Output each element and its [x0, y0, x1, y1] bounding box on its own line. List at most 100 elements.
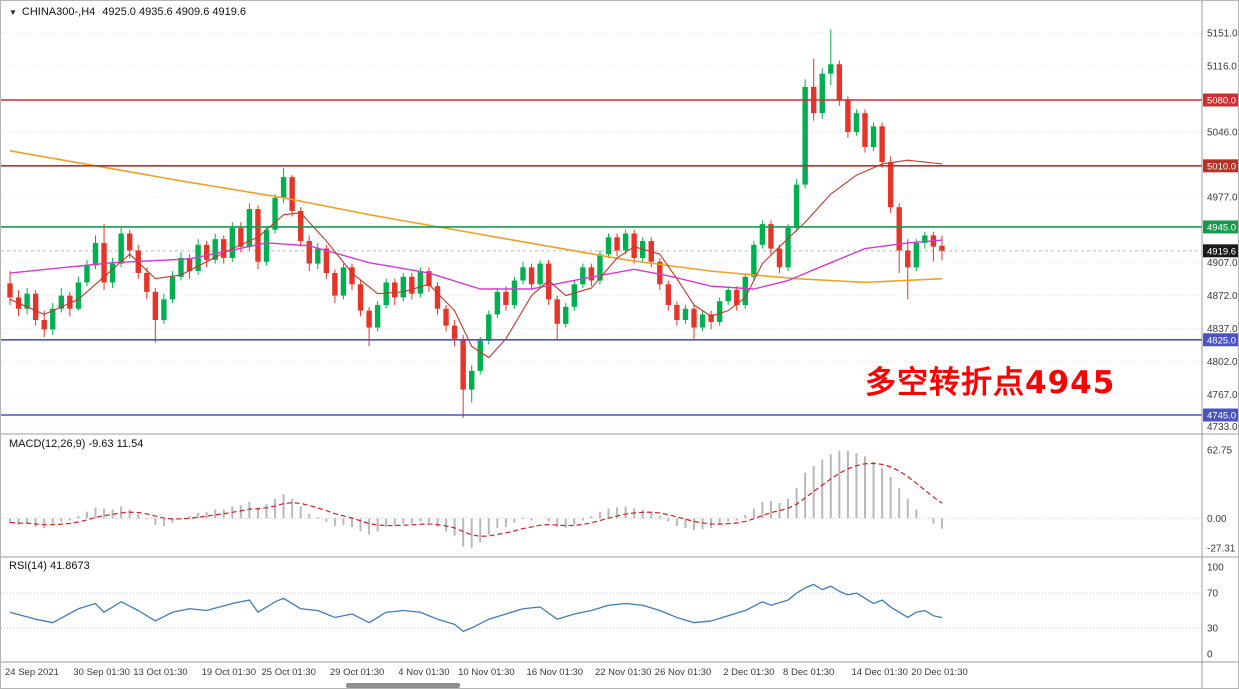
medium-ma-magenta-line	[9, 239, 943, 290]
candle-body	[392, 282, 398, 298]
time-axis-label: 13 Oct 01:30	[133, 667, 187, 678]
time-axis-label: 24 Sep 2021	[5, 667, 59, 678]
rsi-scale-label: 70	[1207, 589, 1219, 600]
macd-scale-label: 62.75	[1207, 446, 1232, 457]
candle-body	[631, 233, 637, 258]
macd-label: MACD(12,26,9) -9.63 11.54	[9, 438, 144, 450]
candle-body	[725, 289, 731, 302]
candle-body	[366, 310, 372, 328]
candle-body	[469, 370, 475, 390]
price-axis-label: 4907.0	[1207, 258, 1238, 269]
candle-body	[819, 73, 825, 114]
candle-body	[443, 308, 449, 326]
time-axis-label: 10 Nov 01:30	[458, 667, 515, 678]
candle-body	[802, 86, 808, 185]
candle-body	[92, 242, 99, 266]
candle-body	[828, 64, 834, 74]
candle-body	[298, 210, 304, 242]
candle-body	[511, 280, 518, 305]
time-axis-label: 22 Nov 01:30	[595, 667, 652, 678]
price-level-badge	[1203, 408, 1238, 422]
candle-body	[229, 227, 235, 258]
price-axis-label: 5046.0	[1207, 127, 1238, 138]
candle-body	[323, 248, 330, 274]
candle-body	[289, 177, 295, 211]
candle-body	[84, 265, 90, 283]
candle-body	[349, 267, 355, 285]
candle-body	[263, 229, 270, 262]
candle-body	[785, 227, 791, 268]
price-axis-label: 4733.0	[1207, 422, 1238, 433]
time-axis-label: 16 Nov 01:30	[527, 667, 584, 678]
candle-body	[768, 224, 774, 249]
price-axis-label: 4977.0	[1207, 192, 1238, 203]
horizontal-scrollbar-thumb[interactable]	[346, 683, 460, 688]
candle-body	[580, 267, 586, 285]
candle-body	[503, 291, 509, 305]
candle-body	[742, 276, 748, 305]
candle-body	[186, 257, 193, 272]
candle-body	[545, 263, 552, 300]
candle-body	[451, 325, 458, 339]
candle-body	[905, 250, 911, 268]
candle-body	[24, 293, 30, 309]
candle-body	[845, 100, 851, 132]
time-axis-label: 4 Nov 01:30	[398, 667, 449, 678]
candle-body	[674, 304, 680, 321]
candle-body	[571, 284, 577, 307]
time-axis-label: 8 Dec 01:30	[783, 667, 834, 678]
candle-body	[870, 126, 877, 148]
candle-body	[118, 233, 124, 264]
candle-body	[41, 320, 47, 330]
candle-body	[203, 244, 210, 260]
candle-body	[588, 267, 595, 281]
time-axis-label: 29 Oct 01:30	[330, 667, 384, 678]
candle-body	[528, 267, 535, 285]
chart-title: ▼ CHINA300-,H4 4925.0 4935.6 4909.6 4919.6	[9, 6, 246, 18]
candle-body	[169, 276, 176, 300]
time-axis-label: 30 Sep 01:30	[73, 667, 130, 678]
candle-body	[434, 286, 441, 309]
candle-body	[144, 273, 150, 292]
price-axis-label: 4837.0	[1207, 324, 1238, 335]
candle-body	[127, 233, 133, 251]
candle-body	[597, 254, 603, 281]
rsi-scale-label: 0	[1207, 650, 1213, 661]
time-axis-label: 19 Oct 01:30	[202, 667, 256, 678]
candle-body	[614, 237, 620, 251]
time-axis-label: 2 Dec 01:30	[723, 667, 774, 678]
price-level-badge	[1203, 220, 1238, 234]
candle-body	[7, 283, 13, 298]
symbol-dropdown-icon[interactable]: ▼	[9, 8, 17, 17]
candle-body	[152, 291, 159, 321]
candle-body	[101, 242, 107, 283]
rsi-scale-label: 100	[1207, 563, 1224, 574]
candle-body	[716, 301, 723, 322]
candle-body	[246, 209, 253, 247]
candle-body	[417, 271, 424, 294]
price-axis-label: 4767.0	[1207, 390, 1238, 401]
price-level-badge-text: 4945.0	[1207, 222, 1236, 233]
price-axis-label: 4802.0	[1207, 357, 1238, 368]
candle-body	[58, 295, 64, 309]
candle-body	[836, 64, 843, 100]
price-level-badge	[1203, 93, 1238, 107]
candle-body	[50, 308, 56, 330]
candle-body	[357, 284, 364, 311]
candle-body	[460, 338, 466, 390]
candle-body	[853, 113, 860, 132]
price-axis-label: 4872.0	[1207, 291, 1238, 302]
candle-body	[400, 276, 406, 298]
candle-body	[221, 239, 227, 258]
candle-body	[374, 304, 381, 328]
price-level-badge-text: 4745.0	[1207, 410, 1236, 421]
candle-body	[409, 276, 415, 294]
fast-ma-red-line	[9, 159, 943, 359]
candle-body	[67, 295, 73, 309]
candle-body	[776, 248, 783, 268]
candle-body	[178, 257, 184, 277]
macd-scale-label: 0.00	[1207, 514, 1227, 525]
macd-scale-label: -27.31	[1207, 544, 1236, 555]
